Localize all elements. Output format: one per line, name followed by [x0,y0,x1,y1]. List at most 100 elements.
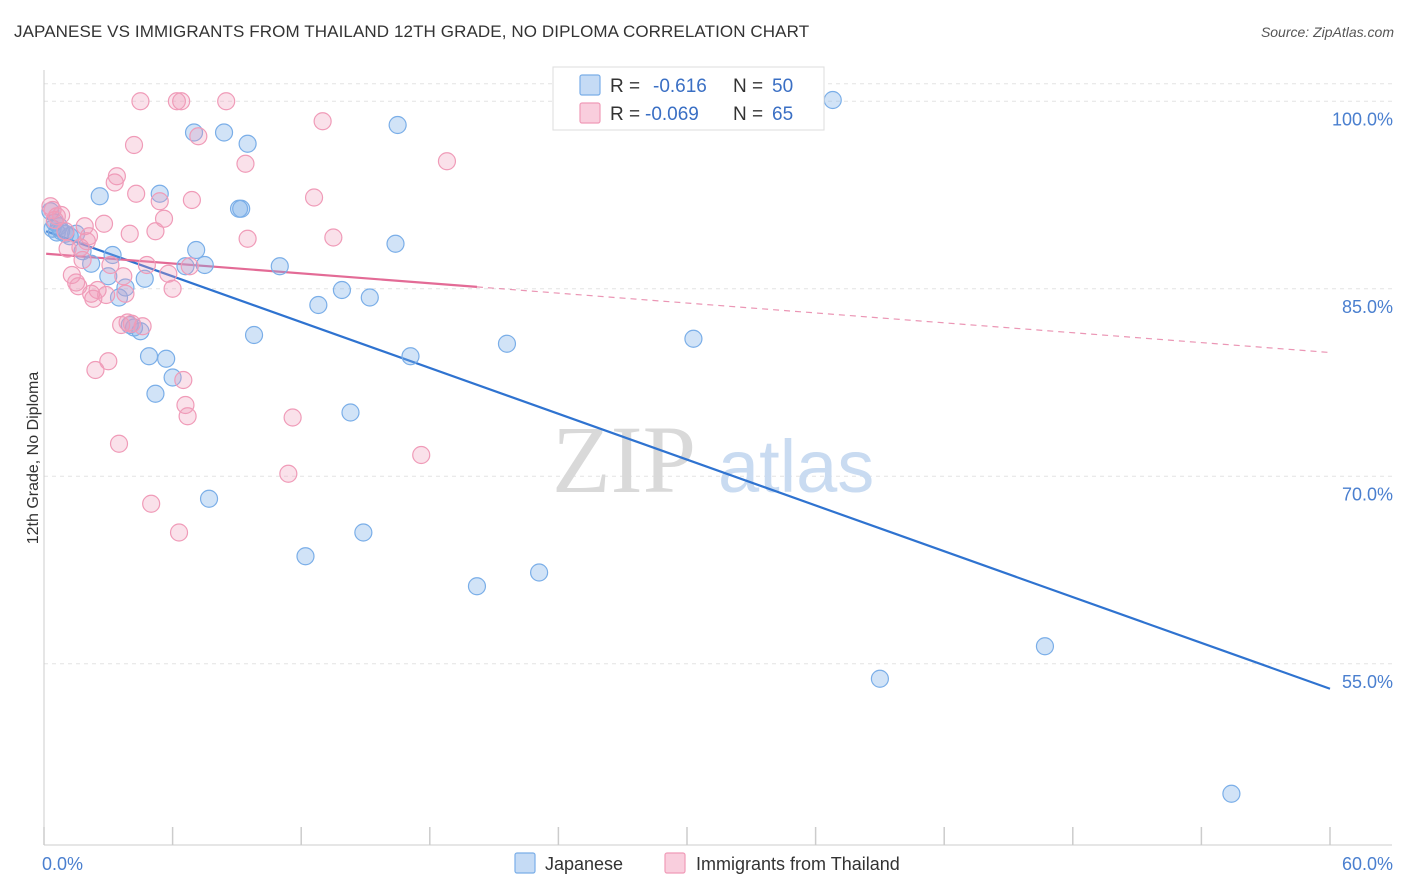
thailand-point-31 [122,314,141,333]
legend-r-label-thailand: R = [610,104,640,125]
thailand-point-38 [146,222,165,241]
thailand-point-61 [437,152,457,171]
legend-n-label-japanese: N = [733,76,763,97]
japanese-point-25 [176,257,195,276]
legend-r-label-japanese: R = [610,76,640,97]
japanese-point-22 [150,184,169,203]
thailand-point-36 [137,255,156,275]
thailand-point-28 [116,284,135,303]
legend-n-value-japanese: 50 [772,76,793,97]
axes [43,70,1392,846]
thailand-point-40 [154,209,174,228]
japanese-point-11 [90,187,109,206]
japanese-point-19 [135,269,154,288]
stats-legend: R = -0.616 N = 50 R = -0.069 N = 65 [552,66,825,131]
thailand-point-46 [174,370,193,390]
thailand-point-51 [189,127,208,146]
thailand-point-50 [182,190,201,210]
series-legend-swatch-thailand [664,852,686,874]
japanese-point-37 [309,295,328,315]
japanese-point-50 [870,669,890,688]
japanese-point-34 [244,325,264,345]
trend-line-dashed-1 [476,286,1331,354]
thailand-point-17 [86,360,105,380]
thailand-point-57 [304,188,324,207]
y-tick-label-2: 70.0% [1342,484,1393,504]
thailand-point-30 [120,224,139,243]
thailand-point-47 [176,395,195,415]
japanese-point-42 [388,115,407,135]
japanese-point-12 [99,267,118,286]
x-tick-label-min: 0.0% [42,854,83,874]
y-tick-label-0: 100.0% [1332,109,1393,129]
japanese-point-15 [116,278,135,297]
japanese-point-23 [157,349,176,368]
japanese-point-48 [684,329,703,348]
japanese-point-43 [386,234,405,253]
japanese-point-47 [530,563,549,582]
japanese-point-30 [214,123,234,142]
thailand-point-43 [167,92,186,111]
japanese-point-45 [467,577,487,596]
trend-lines [45,230,1331,690]
series-legend-label-japanese: Japanese [545,854,623,874]
thailand-point-53 [236,154,255,173]
japanese-point-33 [238,134,257,153]
thailand-point-21 [99,352,118,371]
series-legend-swatch-japanese [514,852,536,874]
japanese-point-49 [823,90,842,110]
thailand-point-19 [94,214,114,233]
thailand-point-59 [324,228,343,247]
y-tick-labels: 100.0% 85.0% 70.0% 55.0% [1332,109,1393,692]
thailand-point-39 [150,192,169,211]
legend-n-label-thailand: N = [733,104,763,125]
japanese-point-52 [1222,784,1241,803]
thailand-point-44 [169,523,189,542]
thailand-point-55 [279,464,298,483]
legend-r-value-thailand: -0.069 [645,104,699,125]
legend-r-value-japanese: -0.616 [653,76,707,97]
japanese-point-28 [195,255,214,275]
japanese-point-51 [1035,637,1055,656]
thailand-point-20 [97,285,116,305]
x-ticks [43,827,1331,845]
japanese-point-39 [341,403,360,422]
japanese-point-41 [360,288,379,307]
thailand-point-58 [313,112,332,131]
thailand-point-24 [107,167,126,186]
thailand-point-14 [79,227,99,246]
thailand-point-6 [58,239,77,258]
japanese-point-32 [232,199,251,218]
thailand-point-5 [56,222,75,241]
series-legend: Japanese Immigrants from Thailand [514,852,900,874]
legend-swatch-thailand [579,102,601,124]
japanese-point-24 [163,368,182,387]
trend-line-solid-0 [45,230,1331,690]
thailand-point-35 [133,317,152,336]
thailand-point-49 [180,257,199,276]
thailand-point-25 [109,434,129,453]
y-tick-label-3: 55.0% [1342,672,1393,692]
chart-source: Source: ZipAtlas.com [1260,24,1394,40]
thailand-point-54 [238,229,257,248]
japanese-point-38 [332,280,352,300]
y-axis-label: 12th Grade, No Diploma [25,372,42,545]
japanese-point-40 [354,523,373,542]
thailand-point-56 [283,408,302,427]
japanese-point-36 [296,547,315,566]
japanese-point-44 [401,347,420,366]
thailand-point-22 [101,255,120,275]
thailand-point-48 [178,407,197,426]
thailand-point-12 [75,217,94,236]
legend-swatch-japanese [579,74,601,96]
thailand-point-34 [131,92,150,111]
watermark-zip: ZIP [552,406,696,513]
series-legend-label-thailand: Immigrants from Thailand [696,854,900,874]
japanese-point-35 [270,257,289,276]
x-tick-label-max: 60.0% [1342,854,1393,874]
thailand-point-41 [159,264,178,283]
japanese-point-27 [187,240,206,260]
thailand-point-60 [412,445,431,465]
thailand-point-18 [88,280,107,300]
